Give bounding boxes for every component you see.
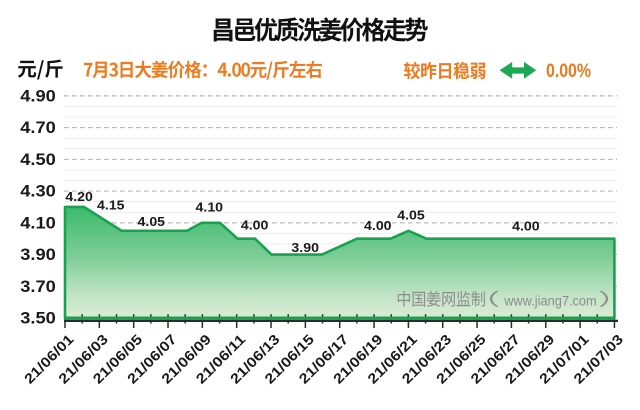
svg-text:4.20: 4.20 [65,189,93,204]
svg-text:0.00%: 0.00% [546,61,591,82]
svg-text:4.30: 4.30 [20,182,56,201]
svg-text:4.10: 4.10 [196,200,224,215]
svg-text:4.00: 4.00 [364,218,392,233]
svg-text:4.10: 4.10 [20,213,56,232]
svg-text:4.00: 4.00 [512,219,540,234]
svg-text:4.05: 4.05 [138,214,166,229]
svg-text:4.50: 4.50 [20,150,56,169]
svg-text:www.jiang7.com: www.jiang7.com [503,292,596,308]
svg-text:4.05: 4.05 [397,207,425,222]
svg-text:4.90: 4.90 [20,86,56,105]
svg-text:3.90: 3.90 [20,245,56,264]
svg-text:4.00: 4.00 [241,218,269,233]
svg-text:3.70: 3.70 [20,277,56,296]
svg-text:3.90: 3.90 [291,240,319,255]
svg-text:3.50: 3.50 [20,309,56,328]
svg-text:4.70: 4.70 [20,118,56,137]
svg-text:4.15: 4.15 [97,197,125,212]
